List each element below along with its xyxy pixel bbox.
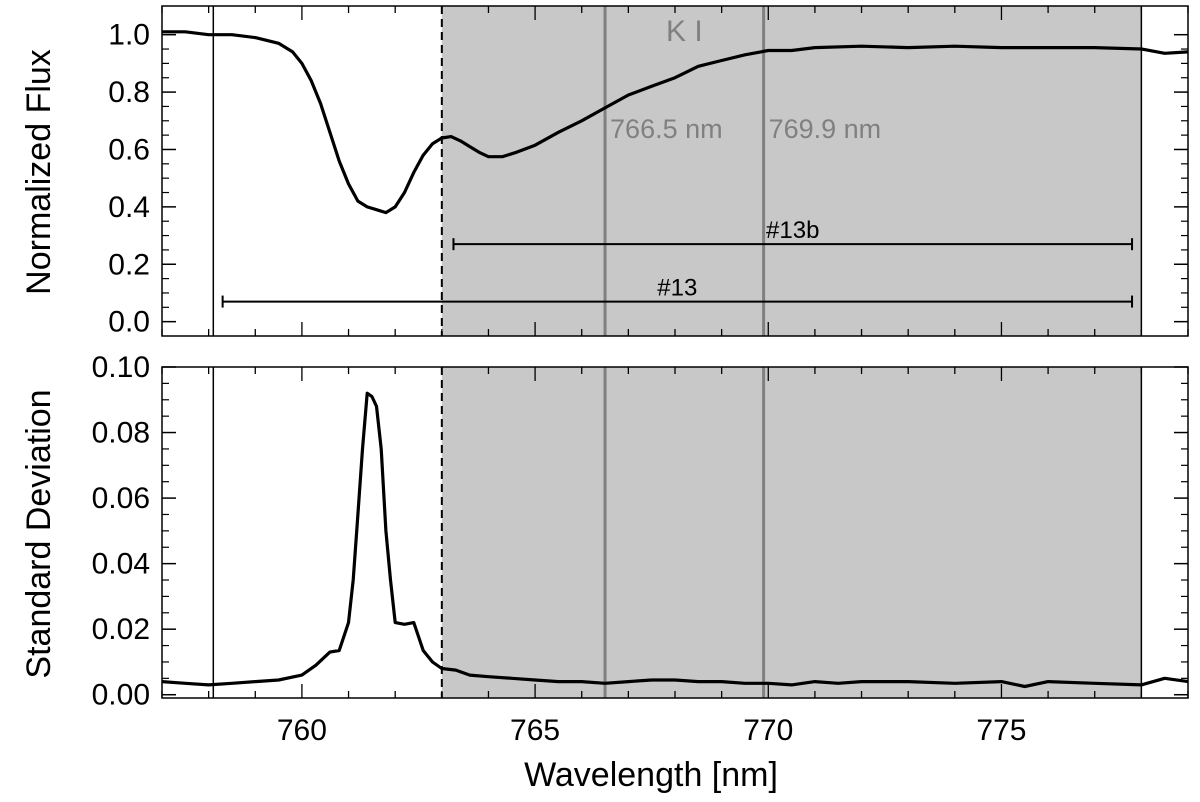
y-tick-label: 0.6 [108, 133, 150, 166]
y-tick-label: 0.8 [108, 76, 150, 109]
ki-label: K I [666, 15, 703, 48]
x-axis-title: Wavelength [nm] [524, 756, 778, 794]
flux-panel: 0.0 0.2 0.4 0.6 0.8 1.0 K I 766.5 nm 769.9 nm #13… [108, 5, 1189, 339]
wavelength-label: 766.5 nm [610, 114, 723, 144]
x-tick-label: 770 [743, 714, 793, 747]
y-tick-label: 0.04 [92, 548, 150, 581]
y-tick-label: 0.00 [92, 679, 150, 712]
x-tick-label: 760 [277, 714, 327, 747]
x-tick-label: 775 [976, 714, 1026, 747]
y-tick-label: 0.4 [108, 191, 150, 224]
y-tick-label: 0.02 [92, 613, 150, 646]
y-tick-label: 1.0 [108, 19, 150, 52]
y-tick-label: 0.06 [92, 482, 150, 515]
y-axis-title-flux: Normalized Flux [20, 49, 58, 295]
range-label: #13 [657, 275, 697, 302]
std-panel: 0.00 0.02 0.04 0.06 0.08 0.10 760 765 770 775 [92, 351, 1189, 747]
shaded-region [441, 367, 1142, 698]
shaded-region [441, 6, 1142, 336]
y-tick-label: 0.08 [92, 417, 150, 450]
series-line-mean [162, 30, 1189, 215]
y-tick-label: 0.10 [92, 351, 150, 384]
range-label: #13b [766, 217, 819, 244]
x-tick-label: 765 [510, 714, 560, 747]
y-tick-label: 0.2 [108, 248, 150, 281]
wavelength-label: 769.9 nm [769, 114, 882, 144]
y-axis-title-std: Standard Deviation [20, 389, 58, 678]
series-line-std [161, 391, 1189, 689]
y-tick-label: 0.0 [108, 306, 150, 339]
